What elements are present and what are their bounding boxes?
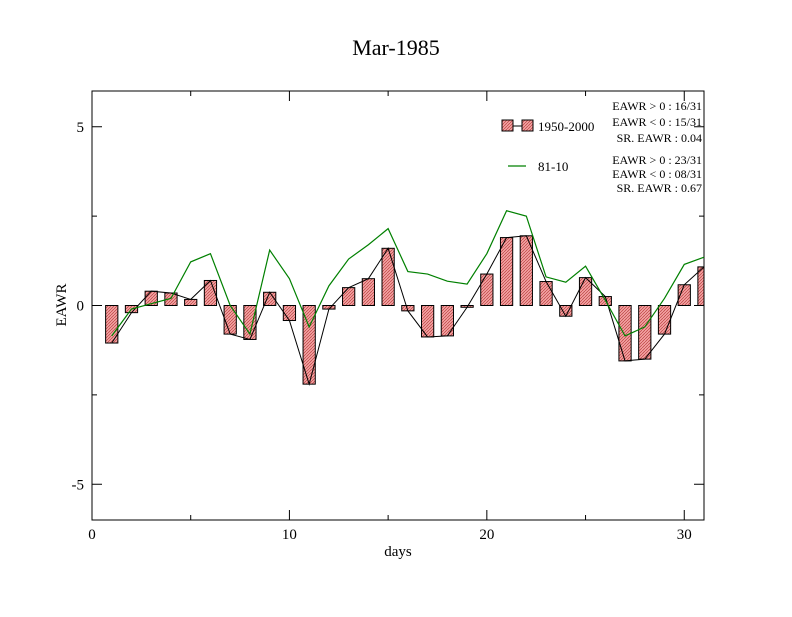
chart-title: Mar-1985: [352, 35, 440, 60]
annotation-group-2: EAWR > 0 : 23/31 EAWR < 0 : 08/31 SR. EA…: [612, 153, 702, 195]
y-axis-label: EAWR: [54, 284, 70, 327]
annotation-2-sr: SR. EAWR : 0.67: [617, 181, 702, 195]
y-tick-label: -5: [72, 477, 85, 493]
x-axis-label: days: [384, 544, 412, 560]
bar: [440, 305, 454, 337]
legend-bar-swatch-right: [521, 119, 534, 132]
legend: 1950-2000 81-10: [501, 119, 594, 174]
annotation-1-sr: SR. EAWR : 0.04: [617, 131, 702, 145]
x-tick-label: 0: [88, 527, 96, 543]
legend-bar-label: 1950-2000: [538, 119, 594, 134]
series-1950-2000-line: [111, 235, 705, 386]
annotation-1-negative: EAWR < 0 : 15/31: [612, 115, 702, 129]
bar: [282, 305, 297, 322]
bar: [361, 278, 376, 306]
x-tick-label: 30: [677, 527, 692, 543]
y-tick-label: 5: [77, 120, 85, 136]
series-81-10-line: [111, 210, 705, 337]
annotation-2-positive: EAWR > 0 : 23/31: [612, 153, 702, 167]
x-tick-label: 20: [479, 527, 494, 543]
bars-layer: [105, 235, 705, 385]
x-tick-label: 10: [282, 527, 297, 543]
annotation-group-1: EAWR > 0 : 16/31 EAWR < 0 : 15/31 SR. EA…: [612, 99, 702, 145]
bar: [638, 305, 652, 360]
annotation-2-negative: EAWR < 0 : 08/31: [612, 167, 702, 181]
bar: [499, 237, 514, 306]
bar: [480, 273, 494, 307]
ticks-layer: 0 10 20 30 -5 0 5: [72, 91, 704, 543]
lines-layer: [111, 210, 705, 386]
legend-line-label: 81-10: [538, 159, 568, 174]
bar: [420, 305, 435, 338]
bar: [618, 305, 632, 362]
y-tick-label: 0: [77, 299, 85, 315]
bar: [539, 281, 553, 306]
legend-bar-swatch-left: [501, 119, 514, 132]
bar: [105, 305, 119, 344]
bar: [381, 247, 395, 307]
bar: [657, 305, 672, 335]
annotation-1-positive: EAWR > 0 : 16/31: [612, 99, 702, 113]
bar: [184, 298, 198, 306]
bar: [697, 266, 705, 307]
bar: [223, 305, 237, 335]
bar: [342, 287, 356, 306]
